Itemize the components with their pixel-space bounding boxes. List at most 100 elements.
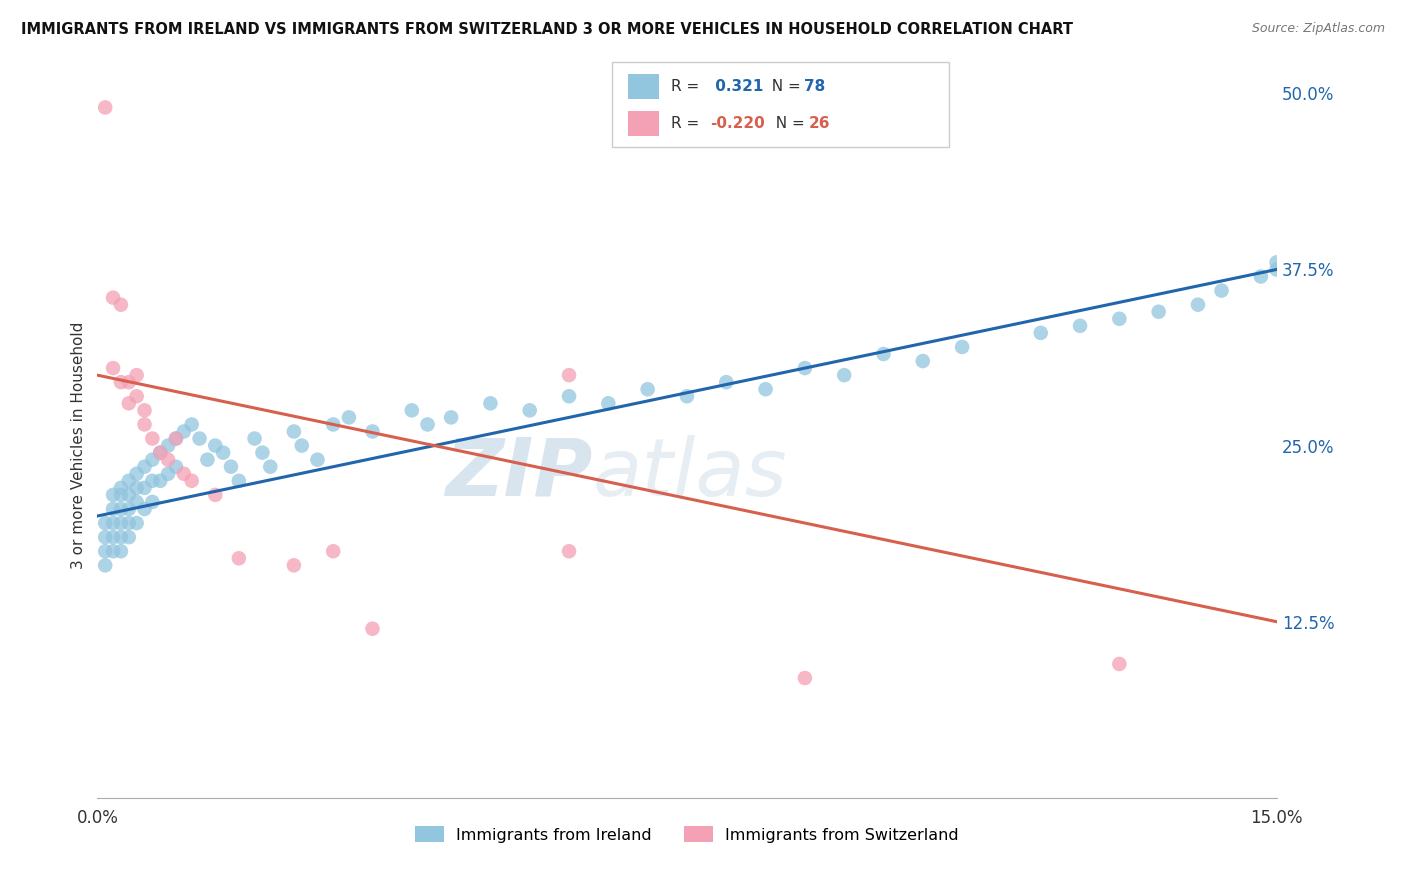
Point [94, 516, 117, 530]
Point [1265, 255, 1288, 269]
Point [416, 417, 439, 432]
Point [149, 474, 172, 488]
Point [94, 530, 117, 544]
Point [134, 502, 156, 516]
Point [118, 516, 141, 530]
Point [1250, 269, 1272, 284]
Point [832, 368, 855, 383]
Point [125, 516, 148, 530]
Point [793, 361, 815, 376]
Point [110, 516, 132, 530]
Point [259, 459, 281, 474]
Point [204, 439, 226, 453]
Text: IMMIGRANTS FROM IRELAND VS IMMIGRANTS FROM SWITZERLAND 3 OR MORE VEHICLES IN HOU: IMMIGRANTS FROM IRELAND VS IMMIGRANTS FR… [21, 22, 1073, 37]
Point [101, 502, 124, 516]
Point [101, 291, 124, 305]
Point [141, 452, 163, 467]
Point [322, 544, 344, 558]
Point [283, 425, 305, 439]
Point [118, 474, 141, 488]
Point [125, 389, 148, 403]
Point [180, 474, 202, 488]
Point [134, 459, 156, 474]
Point [197, 452, 219, 467]
Point [110, 375, 132, 389]
Point [94, 544, 117, 558]
Point [204, 488, 226, 502]
Point [872, 347, 894, 361]
Point [118, 502, 141, 516]
Point [134, 403, 156, 417]
Point [110, 298, 132, 312]
Point [401, 403, 423, 417]
Point [118, 530, 141, 544]
Point [94, 558, 117, 573]
Point [101, 516, 124, 530]
Point [110, 481, 132, 495]
Point [101, 530, 124, 544]
Point [141, 432, 163, 446]
Text: 78: 78 [804, 78, 825, 94]
Point [519, 403, 541, 417]
Point [1069, 318, 1091, 333]
Point [110, 544, 132, 558]
Point [134, 417, 156, 432]
Y-axis label: 3 or more Vehicles in Household: 3 or more Vehicles in Household [72, 322, 86, 569]
Point [212, 445, 235, 459]
Point [479, 396, 502, 410]
Point [1211, 284, 1233, 298]
Point [228, 551, 250, 566]
Point [141, 474, 163, 488]
Point [157, 467, 180, 481]
Text: Source: ZipAtlas.com: Source: ZipAtlas.com [1251, 22, 1385, 36]
Point [558, 368, 581, 383]
Point [1265, 262, 1288, 277]
Point [911, 354, 934, 368]
Point [110, 530, 132, 544]
Point [361, 425, 384, 439]
Point [307, 452, 329, 467]
Point [440, 410, 463, 425]
Text: R =: R = [671, 78, 704, 94]
Point [598, 396, 620, 410]
Text: N =: N = [762, 78, 806, 94]
Point [101, 544, 124, 558]
Point [173, 425, 195, 439]
Point [134, 481, 156, 495]
Point [157, 452, 180, 467]
Point [793, 671, 815, 685]
Point [252, 445, 274, 459]
Point [125, 495, 148, 509]
Text: 0.321: 0.321 [710, 78, 763, 94]
Point [118, 396, 141, 410]
Point [950, 340, 973, 354]
Point [125, 368, 148, 383]
Point [101, 361, 124, 376]
Point [173, 467, 195, 481]
Point [219, 459, 242, 474]
Point [337, 410, 360, 425]
Point [141, 495, 163, 509]
Point [1029, 326, 1052, 340]
Text: 26: 26 [808, 116, 830, 131]
Point [110, 502, 132, 516]
Point [676, 389, 699, 403]
Text: ZIP: ZIP [446, 434, 592, 513]
Point [125, 467, 148, 481]
Point [165, 459, 187, 474]
Point [149, 445, 172, 459]
Point [1108, 657, 1130, 671]
Point [125, 481, 148, 495]
Point [361, 622, 384, 636]
Point [110, 488, 132, 502]
Point [157, 439, 180, 453]
Point [291, 439, 314, 453]
Point [188, 432, 211, 446]
Point [558, 544, 581, 558]
Point [243, 432, 266, 446]
Point [228, 474, 250, 488]
Legend: Immigrants from Ireland, Immigrants from Switzerland: Immigrants from Ireland, Immigrants from… [415, 826, 959, 843]
Point [755, 382, 778, 396]
Point [94, 100, 117, 114]
Point [165, 432, 187, 446]
